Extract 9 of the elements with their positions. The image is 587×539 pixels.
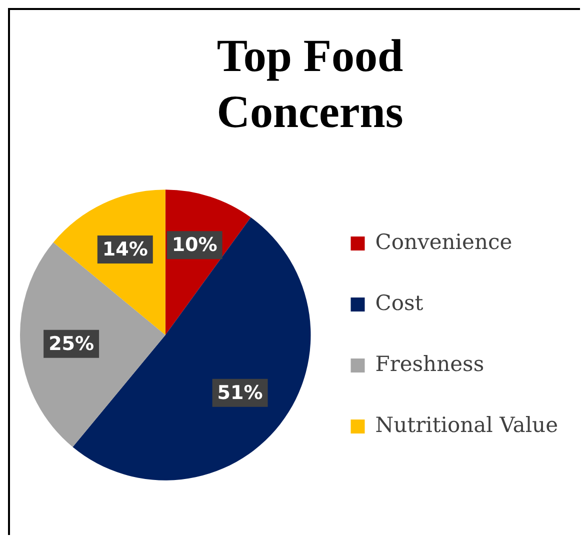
data-label: 10% bbox=[172, 234, 218, 256]
data-label: 51% bbox=[217, 382, 263, 404]
legend-label: Convenience bbox=[375, 230, 512, 254]
data-label: 14% bbox=[102, 238, 148, 260]
legend-label: Cost bbox=[375, 290, 424, 315]
data-label: 25% bbox=[48, 332, 94, 355]
legend-label: Freshness bbox=[375, 352, 484, 376]
legend-label: Nutritional Value bbox=[375, 412, 558, 437]
chart-title: Top Food Concerns bbox=[216, 29, 404, 139]
